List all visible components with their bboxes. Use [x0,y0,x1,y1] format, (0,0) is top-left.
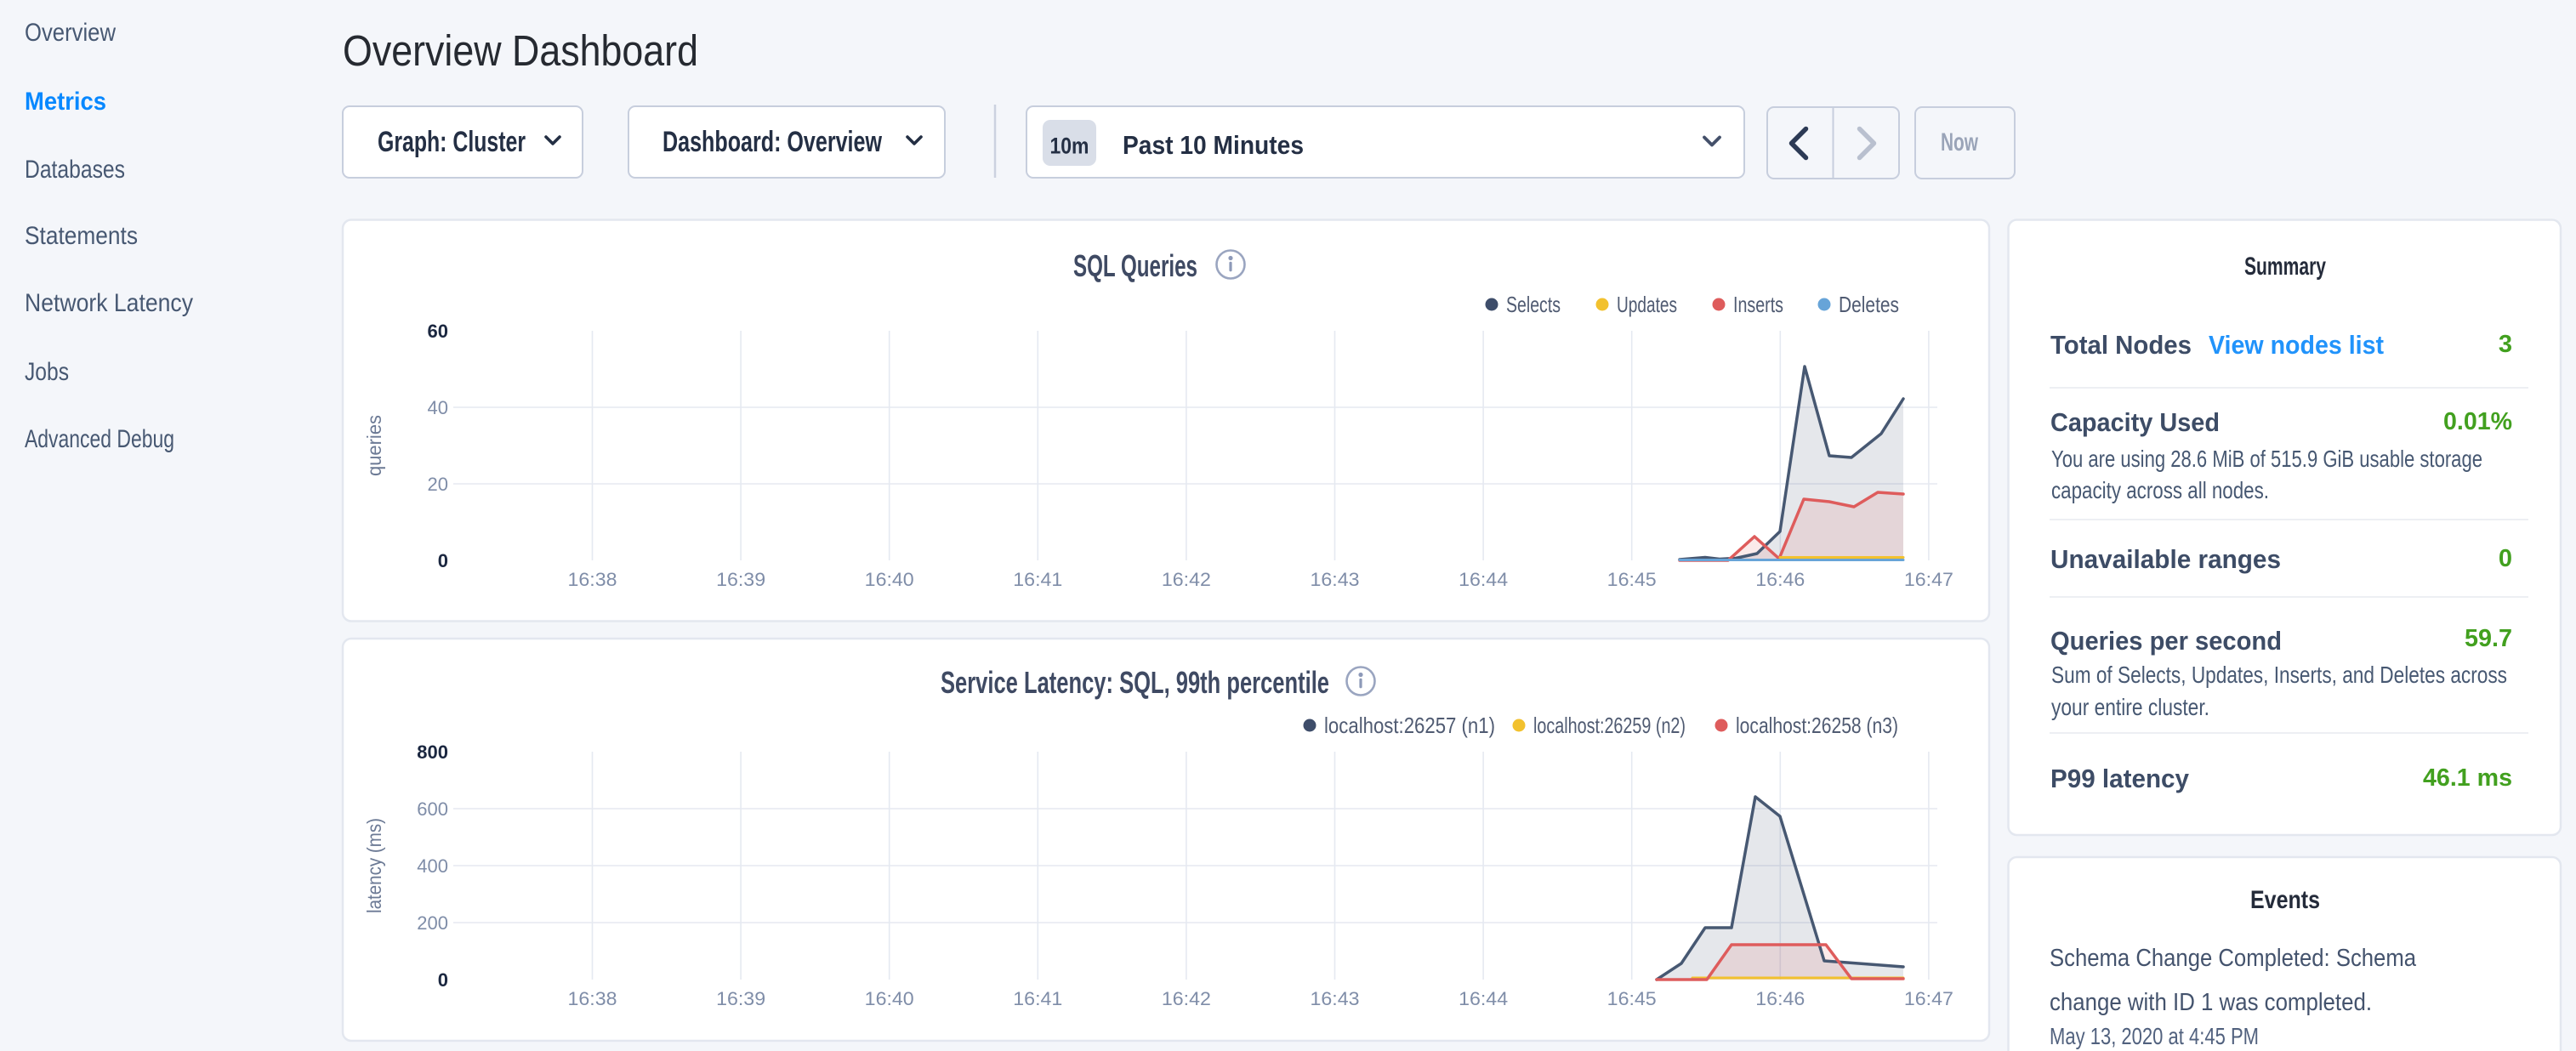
svg-text:View nodes list: View nodes list [2209,330,2384,360]
svg-text:800: 800 [417,741,448,763]
svg-text:Summary: Summary [2244,253,2326,281]
svg-text:Inserts: Inserts [1733,292,1783,317]
svg-text:16:45: 16:45 [1607,988,1657,1009]
svg-text:Graph: Cluster: Graph: Cluster [378,126,526,158]
svg-text:Total Nodes: Total Nodes [2050,330,2192,360]
svg-text:Network Latency: Network Latency [25,289,193,317]
svg-text:60: 60 [428,321,448,342]
svg-text:Capacity Used: Capacity Used [2050,407,2220,437]
svg-text:You are using 28.6 MiB of 515.: You are using 28.6 MiB of 515.9 GiB usab… [2051,446,2482,472]
svg-text:16:42: 16:42 [1162,569,1211,590]
svg-text:Jobs: Jobs [25,358,69,386]
svg-text:0: 0 [2499,545,2512,572]
svg-text:Schema Change Completed: Schem: Schema Change Completed: Schema [2050,945,2417,972]
svg-text:16:47: 16:47 [1904,569,1953,590]
svg-text:localhost:26259 (n2): localhost:26259 (n2) [1533,713,1686,738]
svg-text:Past 10 Minutes: Past 10 Minutes [1123,130,1304,160]
svg-text:16:46: 16:46 [1755,988,1805,1009]
svg-text:Events: Events [2250,886,2320,914]
svg-text:0.01%: 0.01% [2443,408,2512,435]
svg-text:16:44: 16:44 [1459,988,1508,1009]
svg-text:3: 3 [2499,331,2512,358]
svg-text:16:42: 16:42 [1162,988,1211,1009]
svg-text:200: 200 [417,912,448,934]
svg-text:latency (ms): latency (ms) [363,818,385,913]
svg-text:40: 40 [428,397,448,418]
svg-text:16:40: 16:40 [865,988,914,1009]
svg-text:400: 400 [417,855,448,877]
svg-text:16:38: 16:38 [568,569,617,590]
svg-text:46.1 ms: 46.1 ms [2423,764,2512,792]
svg-text:Metrics: Metrics [25,88,106,116]
svg-text:capacity across all nodes.: capacity across all nodes. [2051,477,2269,503]
svg-text:Selects: Selects [1506,292,1561,317]
svg-text:0: 0 [438,969,448,991]
svg-text:16:41: 16:41 [1013,988,1062,1009]
svg-text:20: 20 [428,474,448,495]
svg-text:600: 600 [417,798,448,820]
svg-text:Overview: Overview [25,19,116,47]
svg-text:16:43: 16:43 [1311,569,1360,590]
svg-text:16:39: 16:39 [716,988,765,1009]
svg-text:16:41: 16:41 [1013,569,1062,590]
svg-text:SQL Queries: SQL Queries [1073,248,1197,283]
svg-text:16:46: 16:46 [1755,569,1805,590]
svg-text:Sum of Selects, Updates, Inser: Sum of Selects, Updates, Inserts, and De… [2051,662,2507,688]
svg-text:change with ID 1 was completed: change with ID 1 was completed. [2050,989,2372,1016]
svg-text:Overview Dashboard: Overview Dashboard [343,26,698,75]
svg-text:Unavailable ranges: Unavailable ranges [2050,544,2281,574]
svg-text:Now: Now [1941,128,1978,156]
svg-text:localhost:26257 (n1): localhost:26257 (n1) [1324,713,1495,738]
svg-text:16:44: 16:44 [1459,569,1508,590]
svg-text:Queries per second: Queries per second [2050,626,2282,656]
svg-text:16:38: 16:38 [568,988,617,1009]
svg-text:Advanced Debug: Advanced Debug [25,425,174,453]
svg-text:queries: queries [363,415,385,476]
svg-text:16:39: 16:39 [716,569,765,590]
svg-text:10m: 10m [1050,134,1089,159]
svg-text:59.7: 59.7 [2465,625,2512,652]
svg-text:Dashboard: Overview: Dashboard: Overview [662,126,882,158]
svg-text:Service Latency: SQL, 99th per: Service Latency: SQL, 99th percentile [941,665,1329,700]
svg-text:16:43: 16:43 [1311,988,1360,1009]
svg-text:Statements: Statements [25,222,138,250]
svg-text:16:47: 16:47 [1904,988,1953,1009]
svg-text:Databases: Databases [25,156,125,184]
svg-text:localhost:26258 (n3): localhost:26258 (n3) [1736,713,1898,738]
svg-text:P99 latency: P99 latency [2050,764,2190,793]
svg-text:16:45: 16:45 [1607,569,1657,590]
svg-text:0: 0 [438,550,448,571]
svg-text:Deletes: Deletes [1839,292,1899,317]
svg-text:May 13, 2020 at 4:45 PM: May 13, 2020 at 4:45 PM [2050,1023,2259,1049]
svg-text:Updates: Updates [1617,292,1677,317]
svg-text:your entire cluster.: your entire cluster. [2051,694,2209,720]
svg-text:16:40: 16:40 [865,569,914,590]
